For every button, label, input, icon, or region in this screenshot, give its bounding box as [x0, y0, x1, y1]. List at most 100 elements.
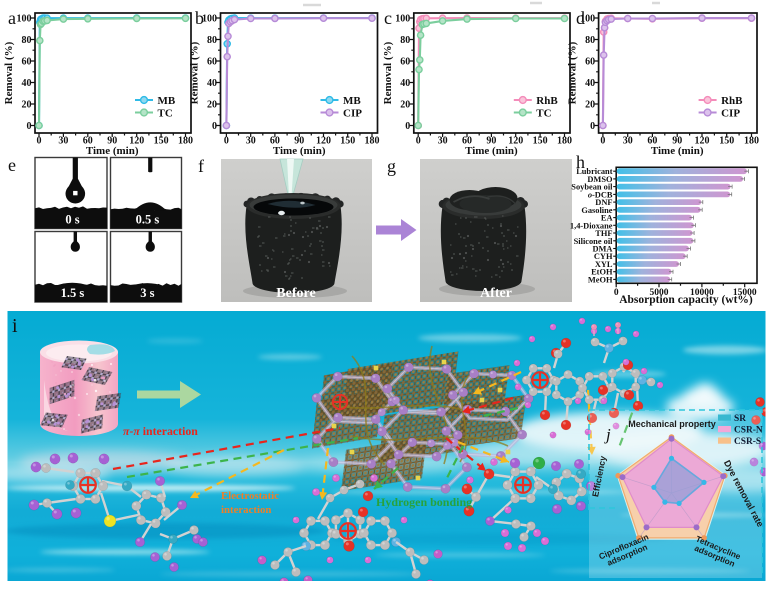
svg-text:60: 60 [462, 136, 472, 147]
svg-text:5000: 5000 [650, 288, 669, 298]
svg-text:Time (min): Time (min) [651, 145, 704, 157]
svg-text:20: 20 [400, 100, 410, 111]
svg-text:180: 180 [557, 136, 572, 147]
svg-text:30: 30 [623, 136, 633, 147]
svg-text:80: 80 [207, 35, 217, 46]
svg-text:Mechanical property: Mechanical property [628, 419, 716, 429]
svg-text:0: 0 [405, 121, 410, 132]
svg-text:d: d [576, 8, 585, 28]
svg-text:Removal (%): Removal (%) [3, 41, 15, 104]
svg-text:180: 180 [744, 136, 759, 147]
svg-text:Lubricant: Lubricant [576, 167, 613, 176]
svg-text:DNF: DNF [595, 198, 612, 207]
svg-text:60: 60 [647, 136, 657, 147]
svg-text:MeOH: MeOH [588, 275, 613, 284]
svg-text:Removal (%): Removal (%) [382, 41, 394, 104]
svg-text:20: 20 [22, 100, 32, 111]
svg-text:120: 120 [508, 136, 523, 147]
svg-text:Electrostatic: Electrostatic [221, 490, 279, 502]
svg-text:interaction: interaction [221, 504, 271, 516]
svg-text:40: 40 [585, 78, 595, 89]
svg-text:Removal (%): Removal (%) [567, 41, 579, 104]
svg-text:120: 120 [695, 136, 710, 147]
svg-text:180: 180 [178, 136, 193, 147]
svg-text:40: 40 [207, 78, 217, 89]
svg-text:80: 80 [22, 35, 32, 46]
svg-text:CSR-S: CSR-S [734, 437, 761, 447]
svg-text:f: f [198, 156, 204, 176]
svg-text:RhB: RhB [721, 95, 743, 107]
svg-text:TC: TC [158, 107, 173, 119]
svg-text:b: b [195, 8, 204, 28]
svg-text:Before: Before [276, 286, 315, 301]
svg-text:EtOH: EtOH [591, 268, 613, 277]
svg-text:30: 30 [246, 136, 256, 147]
svg-text:Hydrogen bonding: Hydrogen bonding [376, 495, 472, 509]
svg-text:TC: TC [536, 107, 551, 119]
svg-text:DMA: DMA [592, 245, 612, 254]
svg-text:90: 90 [107, 136, 117, 147]
svg-text:20: 20 [585, 100, 595, 111]
svg-text:c: c [384, 8, 392, 28]
svg-text:SR: SR [734, 414, 746, 424]
svg-text:60: 60 [83, 136, 93, 147]
svg-text:100: 100 [395, 14, 410, 25]
svg-text:150: 150 [340, 136, 355, 147]
svg-text:40: 40 [400, 78, 410, 89]
svg-text:120: 120 [316, 136, 331, 147]
svg-text:60: 60 [400, 57, 410, 68]
svg-text:60: 60 [22, 57, 32, 68]
svg-text:h: h [576, 152, 585, 172]
svg-text:10000: 10000 [690, 288, 714, 298]
svg-text:90: 90 [672, 136, 682, 147]
svg-text:120: 120 [129, 136, 144, 147]
svg-text:0: 0 [590, 121, 595, 132]
svg-text:0: 0 [416, 136, 421, 147]
svg-text:Time (min): Time (min) [273, 145, 326, 157]
svg-text:THF: THF [595, 229, 612, 238]
svg-text:60: 60 [207, 57, 217, 68]
svg-text:o-DCB: o-DCB [588, 190, 613, 199]
svg-text:0: 0 [37, 136, 42, 147]
svg-text:100: 100 [202, 14, 217, 25]
svg-text:Time (min): Time (min) [86, 145, 139, 157]
svg-text:CIP: CIP [721, 107, 740, 119]
svg-text:g: g [387, 156, 396, 176]
svg-text:MB: MB [343, 95, 361, 107]
svg-text:1.5 s: 1.5 s [61, 286, 85, 300]
svg-text:30: 30 [58, 136, 68, 147]
svg-text:RhB: RhB [536, 95, 558, 107]
svg-text:a: a [8, 8, 16, 28]
svg-text:150: 150 [533, 136, 548, 147]
svg-text:90: 90 [486, 136, 496, 147]
svg-text:60: 60 [270, 136, 280, 147]
svg-text:Gasoline: Gasoline [581, 206, 612, 215]
svg-text:150: 150 [154, 136, 169, 147]
svg-text:CIP: CIP [343, 107, 362, 119]
svg-text:XYL: XYL [595, 260, 613, 269]
svg-text:30: 30 [438, 136, 448, 147]
svg-text:15000: 15000 [733, 288, 757, 298]
svg-text:e: e [8, 155, 16, 175]
svg-text:3 s: 3 s [140, 286, 154, 300]
svg-text:After: After [480, 286, 512, 301]
svg-text:100: 100 [17, 14, 32, 25]
svg-text:90: 90 [294, 136, 304, 147]
svg-text:CYH: CYH [594, 252, 613, 261]
svg-text:Absorption capacity (wt%): Absorption capacity (wt%) [619, 294, 753, 306]
svg-text:Soybean oil: Soybean oil [571, 183, 613, 192]
svg-text:0: 0 [614, 288, 619, 298]
svg-text:0: 0 [600, 136, 605, 147]
svg-text:Silicone oil: Silicone oil [574, 237, 614, 246]
svg-text:20: 20 [207, 100, 217, 111]
svg-text:80: 80 [585, 35, 595, 46]
svg-text:0.5 s: 0.5 s [136, 213, 160, 227]
svg-text:150: 150 [719, 136, 734, 147]
svg-text:CSR-N: CSR-N [734, 426, 763, 436]
svg-text:0 s: 0 s [65, 213, 79, 227]
svg-text:DMSO: DMSO [587, 175, 613, 184]
svg-text:100: 100 [580, 14, 595, 25]
svg-text:40: 40 [22, 78, 32, 89]
svg-text:0: 0 [224, 136, 229, 147]
svg-text:Removal (%): Removal (%) [189, 41, 201, 104]
